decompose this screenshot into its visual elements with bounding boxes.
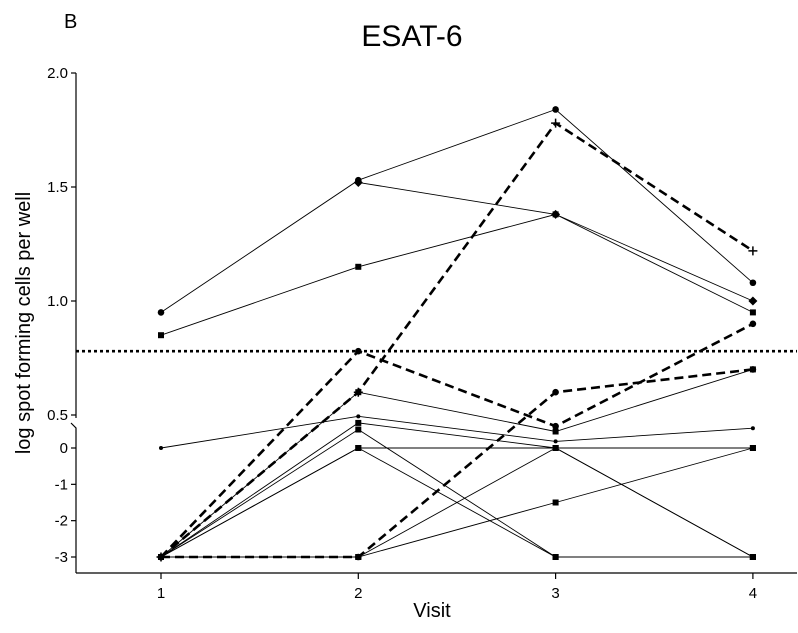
- square-marker: [552, 499, 559, 506]
- series-markers: [156, 106, 758, 562]
- square-marker: [749, 309, 756, 316]
- square-marker: [552, 554, 559, 560]
- square-marker: [749, 366, 756, 373]
- square-marker: [552, 428, 559, 435]
- square-marker: [749, 554, 756, 560]
- star-marker: [553, 439, 558, 444]
- series-lines: [160, 108, 754, 559]
- chart-title: ESAT-6: [361, 20, 462, 53]
- square-marker: [158, 554, 164, 560]
- series-line-5: [160, 322, 754, 558]
- star-marker: [750, 426, 755, 431]
- circle-marker: [749, 279, 757, 287]
- circle-marker: [552, 422, 559, 430]
- circle-marker: [157, 309, 165, 316]
- square-marker: [552, 211, 559, 218]
- square-marker: [355, 445, 362, 451]
- diamond-marker: [748, 296, 758, 306]
- x-tick-label: 4: [749, 585, 757, 602]
- x-tick-label: 1: [157, 585, 165, 602]
- x-axis-label: Visit: [413, 600, 451, 622]
- series-line-8: [160, 415, 753, 449]
- series-line-14: [160, 428, 753, 558]
- series-line-1: [160, 108, 754, 313]
- y-tick-label: 0: [60, 440, 68, 457]
- square-marker: [355, 263, 362, 270]
- series-line-4: [160, 121, 754, 558]
- axis-ticks: 1 2 3 4 0.5 1.0 1.5 2.0 0 -1 -2 -3: [47, 65, 757, 602]
- circle-marker: [552, 106, 559, 113]
- plus-marker: [748, 246, 758, 256]
- series-line-3: [160, 213, 754, 336]
- square-marker: [552, 445, 559, 451]
- series-line-7: [160, 368, 754, 558]
- square-marker: [355, 426, 362, 433]
- series-line-13: [161, 447, 754, 558]
- square-marker: [355, 389, 362, 396]
- x-tick-label: 2: [354, 585, 362, 602]
- axes: [70, 73, 797, 574]
- square-marker: [355, 419, 362, 426]
- circle-marker: [749, 320, 757, 328]
- circle-marker: [355, 347, 362, 355]
- y-tick-label: 1.5: [47, 179, 68, 196]
- y-tick-label: -2: [55, 513, 68, 530]
- star-marker: [356, 414, 361, 419]
- y-axis-label: log spot forming cells per well: [13, 192, 35, 454]
- square-marker: [749, 445, 756, 451]
- square-marker: [355, 554, 362, 560]
- circle-marker: [552, 388, 559, 396]
- square-marker: [158, 332, 164, 339]
- diamond-marker: [353, 177, 363, 187]
- x-tick-label: 3: [551, 585, 559, 602]
- y-tick-label: 1.0: [47, 293, 68, 310]
- y-tick-label: -3: [55, 549, 68, 566]
- star-marker: [159, 446, 163, 450]
- panel-label: B: [64, 11, 77, 33]
- series-line-9: [160, 422, 753, 558]
- y-tick-label: 0.5: [47, 407, 68, 424]
- plus-marker: [551, 118, 561, 128]
- y-tick-label: 2.0: [47, 65, 68, 82]
- y-tick-label: -1: [55, 476, 68, 493]
- y-axis-break: [70, 422, 77, 430]
